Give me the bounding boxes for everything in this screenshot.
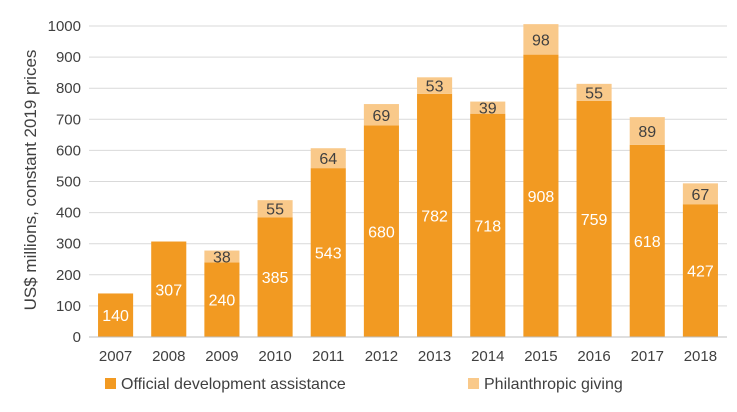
bar-segment-oda <box>204 262 240 337</box>
bar-segment-oda <box>576 100 612 338</box>
y-axis-ticks: 0 100 200 300 400 500 600 700 800 900 1000 <box>48 18 81 346</box>
bar-segment-oda <box>629 144 665 337</box>
bar-segment-philanthropic <box>257 200 293 218</box>
bar-segment-philanthropic <box>470 101 506 114</box>
bar-segment-oda <box>310 168 346 337</box>
bar-segment-oda <box>417 93 453 337</box>
data-label: 385 <box>262 270 289 287</box>
x-axis-ticks: 2007 2008 2009 2010 2011 2012 2013 2014 2015 2016… <box>99 348 717 365</box>
data-label: 55 <box>266 202 284 219</box>
bar-segment-philanthropic <box>576 83 612 101</box>
bars: 140 307 240 38 385 55 543 64 680 69 782 53 718 39 908 9… <box>98 24 718 338</box>
x-tick-label: 2016 <box>577 348 610 365</box>
x-tick-label: 2008 <box>152 348 185 365</box>
data-label: 98 <box>532 32 550 49</box>
bar-segment-philanthropic <box>310 148 346 169</box>
bar-segment-oda <box>257 217 293 337</box>
bar-segment-oda <box>98 293 134 337</box>
data-label: 55 <box>585 85 603 102</box>
data-label: 680 <box>368 224 395 241</box>
legend-label-philanthropic: Philanthropic giving <box>484 376 623 393</box>
y-tick-label: 900 <box>56 49 81 66</box>
data-label: 718 <box>474 218 501 235</box>
x-tick-label: 2018 <box>684 348 717 365</box>
data-label: 53 <box>426 79 444 96</box>
data-label: 64 <box>319 151 337 168</box>
data-label: 69 <box>373 108 391 125</box>
data-label: 38 <box>213 249 231 266</box>
y-tick-label: 600 <box>56 142 81 159</box>
bar-segment-oda <box>523 54 559 337</box>
data-label: 89 <box>638 124 656 141</box>
y-tick-label: 100 <box>56 298 81 315</box>
gridlines <box>89 25 727 307</box>
data-label: 618 <box>634 234 661 251</box>
bar-segment-philanthropic <box>682 183 718 205</box>
y-tick-label: 400 <box>56 205 81 222</box>
bar-segment-oda <box>363 125 399 338</box>
bar-segment-philanthropic <box>363 104 399 126</box>
data-label: 240 <box>209 293 236 310</box>
y-tick-label: 200 <box>56 267 81 284</box>
data-label: 543 <box>315 246 342 263</box>
x-tick-label: 2017 <box>631 348 664 365</box>
data-label: 427 <box>687 264 714 281</box>
y-tick-label: 700 <box>56 111 81 128</box>
x-tick-label: 2014 <box>471 348 504 365</box>
bar-segment-philanthropic <box>629 117 665 145</box>
x-tick-label: 2015 <box>524 348 557 365</box>
x-tick-label: 2009 <box>205 348 238 365</box>
data-label: 307 <box>155 282 182 299</box>
x-tick-label: 2012 <box>365 348 398 365</box>
data-label: 140 <box>102 308 129 325</box>
data-label: 759 <box>581 212 608 229</box>
y-axis-label: US$ millions, constant 2019 prices <box>21 50 40 311</box>
y-tick-label: 800 <box>56 80 81 97</box>
bar-segment-oda <box>151 241 187 337</box>
bar-segment-philanthropic <box>417 77 453 94</box>
data-label: 782 <box>421 208 448 225</box>
data-label: 39 <box>479 101 497 118</box>
data-label: 67 <box>692 187 710 204</box>
y-tick-label: 1000 <box>48 18 81 35</box>
x-tick-label: 2007 <box>99 348 132 365</box>
legend-label-oda: Official development assistance <box>121 376 346 393</box>
bar-segment-philanthropic <box>204 250 240 263</box>
legend-swatch-philanthropic <box>468 378 479 389</box>
bar-segment-oda <box>470 113 506 338</box>
y-tick-label: 500 <box>56 174 81 191</box>
data-label: 908 <box>528 189 555 206</box>
legend-swatch-oda <box>105 378 116 389</box>
y-tick-label: 0 <box>73 329 81 346</box>
bar-segment-philanthropic <box>523 24 559 55</box>
x-tick-label: 2010 <box>258 348 291 365</box>
x-tick-label: 2013 <box>418 348 451 365</box>
legend: Official development assistance Philanth… <box>105 376 623 393</box>
x-tick-label: 2011 <box>312 348 344 365</box>
bar-segment-oda <box>682 204 718 337</box>
y-tick-label: 300 <box>56 236 81 253</box>
